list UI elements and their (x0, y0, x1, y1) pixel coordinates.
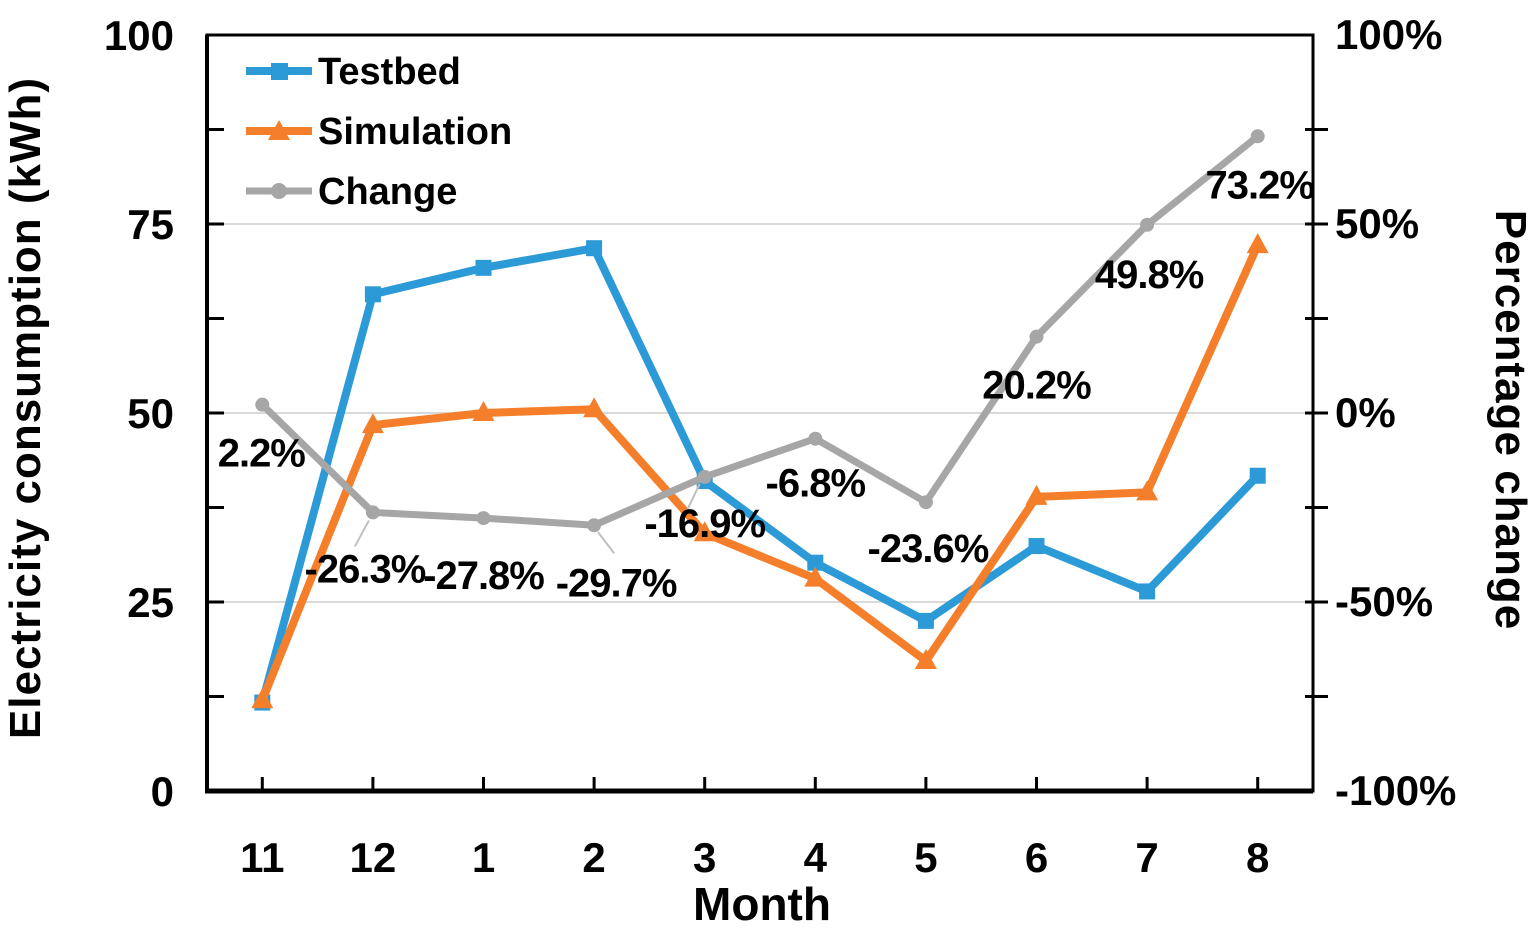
series-simulation-marker (804, 566, 827, 587)
testbed-square-marker-icon (271, 63, 288, 80)
y-axis-right-tick-label: -100% (1335, 767, 1456, 814)
series-simulation-marker (361, 413, 384, 434)
change-data-label: 2.2% (218, 432, 306, 476)
legend-item-testbed: Testbed (246, 51, 461, 93)
x-axis-tick-label: 11 (240, 834, 284, 881)
series-testbed-marker (917, 612, 934, 629)
series-simulation-marker (693, 521, 716, 542)
change-data-label: -6.8% (766, 462, 866, 506)
data-label-leader-line (354, 519, 370, 547)
legend-label-change: Change (318, 171, 457, 213)
y-axis-right-tick-label: 100% (1335, 11, 1442, 58)
x-axis-tick-label: 6 (1025, 834, 1048, 881)
data-label-leader-line (685, 483, 701, 512)
series-simulation-marker (914, 648, 937, 669)
series-change-marker (255, 397, 270, 412)
y-axis-left-tick-label: 0 (151, 768, 174, 815)
y-axis-left-tick-label: 75 (127, 201, 174, 248)
y-axis-left-tick-label: 100 (104, 12, 174, 59)
series-simulation-marker (251, 688, 274, 709)
x-axis-tick-label: 8 (1246, 834, 1269, 881)
y-axis-right-tick-label: 0% (1335, 389, 1396, 436)
x-axis-tick-label: 5 (914, 834, 937, 881)
legend-item-change: Change (246, 171, 457, 213)
series-simulation-line (258, 241, 1262, 705)
y-axis-right-tick-label: -50% (1335, 578, 1433, 625)
series-change-marker (1029, 329, 1044, 344)
series-simulation-marker (1136, 480, 1159, 501)
change-data-label: 20.2% (982, 364, 1091, 408)
y-axis-left-tick-label: 25 (127, 579, 174, 626)
legend-item-simulation: Simulation (246, 111, 512, 153)
series-change-marker (697, 469, 712, 484)
series-simulation-marker (1246, 233, 1269, 254)
legend-label-simulation: Simulation (318, 111, 512, 153)
x-axis-tick-label: 2 (582, 834, 605, 881)
y-axis-right-title: Percentage change (1486, 210, 1530, 631)
y-axis-left-title: Electricity consumption (kWh) (1, 77, 50, 739)
series-testbed-marker (364, 286, 381, 303)
series-testbed-marker (1139, 583, 1156, 600)
series-testbed-line (258, 244, 1262, 707)
series-change-marker (365, 505, 380, 520)
x-axis-title: Month (693, 878, 831, 930)
series-change-marker (476, 511, 491, 526)
x-axis-tick-label: 12 (350, 834, 397, 881)
legend: Testbed Simulation Change (246, 51, 512, 213)
series-testbed-marker (1028, 538, 1045, 555)
series-simulation-marker (1025, 484, 1048, 505)
y-axis-left-tick-label: 50 (127, 390, 174, 437)
series-simulation-marker (583, 397, 606, 418)
series-simulation-marker (472, 401, 495, 421)
series-change-marker (587, 518, 602, 533)
series-testbed-marker (807, 554, 824, 571)
series-change-marker (1140, 217, 1155, 232)
change-circle-marker-icon (271, 183, 287, 199)
series-change-marker (808, 431, 823, 446)
y-axis-right-tick-label: 50% (1335, 200, 1419, 247)
x-axis-tick-label: 7 (1135, 834, 1158, 881)
simulation-triangle-marker-icon (268, 120, 290, 140)
x-axis-tick-label: 4 (804, 834, 828, 881)
series-testbed-marker (586, 240, 603, 257)
series-change-marker (918, 495, 933, 510)
series-change-marker (1250, 129, 1265, 144)
change-data-label: 73.2% (1205, 163, 1314, 207)
data-label-leader-line (597, 531, 615, 554)
x-axis-tick-label: 1 (472, 834, 495, 881)
change-data-label: -27.8% (423, 554, 544, 598)
series-testbed-marker (475, 259, 492, 276)
legend-label-testbed: Testbed (318, 51, 461, 93)
series-change-line (258, 132, 1262, 529)
change-data-label: -23.6% (868, 527, 989, 571)
change-data-label: -29.7% (556, 561, 677, 605)
change-data-label: -16.9% (644, 502, 765, 546)
x-axis-tick-label: 3 (693, 834, 716, 881)
change-data-label: -26.3% (305, 547, 426, 591)
series-testbed-marker (1249, 467, 1266, 484)
change-data-label: 49.8% (1095, 253, 1204, 297)
